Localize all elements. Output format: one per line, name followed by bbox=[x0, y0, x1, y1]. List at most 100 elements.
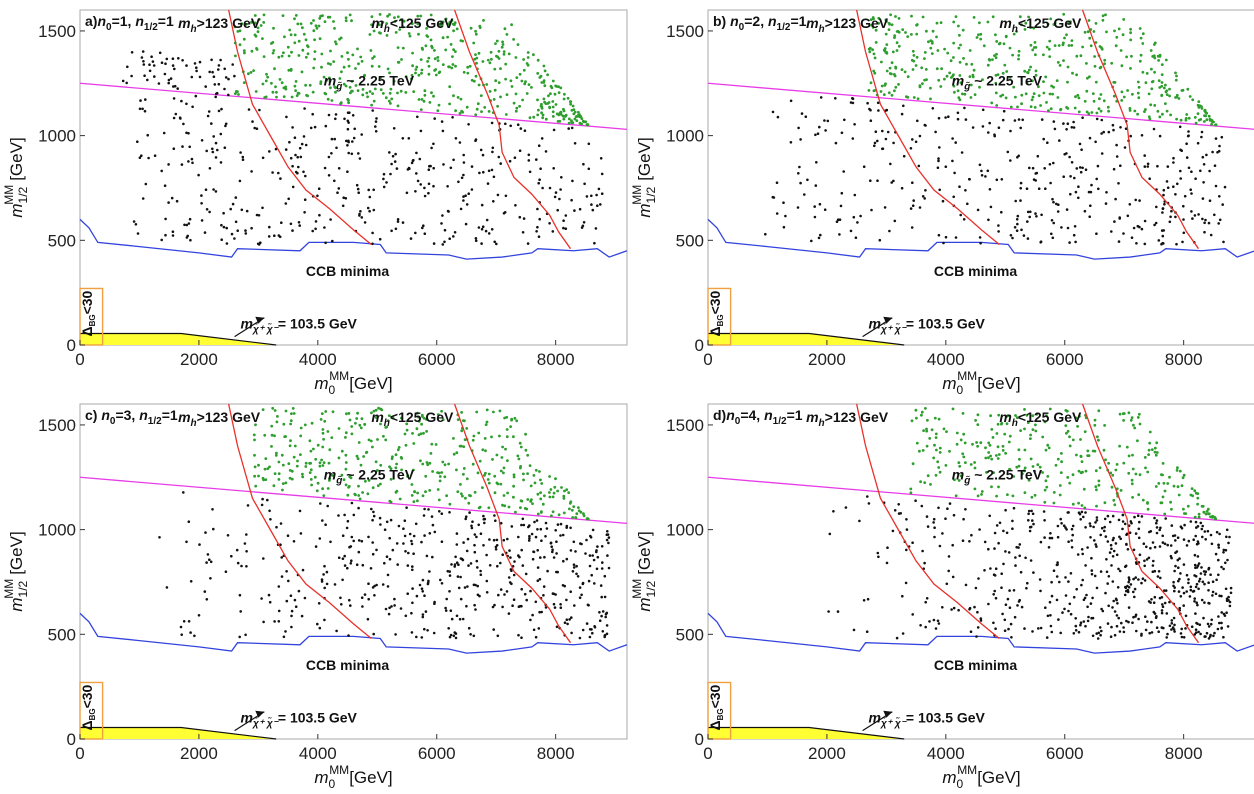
black-point bbox=[269, 518, 272, 521]
green-point bbox=[1001, 444, 1005, 448]
black-point bbox=[1155, 521, 1158, 525]
black-point bbox=[992, 593, 995, 596]
black-point bbox=[485, 218, 489, 222]
black-point bbox=[839, 204, 843, 208]
black-point bbox=[1075, 587, 1078, 591]
green-point bbox=[479, 94, 483, 97]
black-point bbox=[601, 561, 604, 564]
green-point bbox=[421, 462, 425, 466]
green-point bbox=[1034, 429, 1038, 433]
black-point bbox=[1102, 130, 1105, 134]
black-point bbox=[363, 221, 367, 224]
black-point bbox=[573, 209, 576, 212]
green-point bbox=[299, 453, 302, 456]
black-point bbox=[893, 509, 897, 512]
black-point bbox=[1072, 632, 1076, 635]
black-point bbox=[1103, 517, 1107, 521]
green-point bbox=[515, 419, 519, 423]
black-point bbox=[446, 185, 449, 188]
black-point bbox=[1078, 166, 1082, 169]
black-point bbox=[559, 606, 563, 609]
green-point bbox=[1009, 105, 1013, 109]
black-point bbox=[200, 139, 204, 142]
black-point bbox=[494, 545, 498, 549]
black-point bbox=[158, 51, 162, 55]
black-point bbox=[187, 520, 191, 523]
green-point bbox=[1025, 81, 1029, 85]
black-point bbox=[293, 598, 297, 602]
black-point bbox=[1166, 632, 1169, 636]
black-point bbox=[226, 534, 230, 537]
black-point bbox=[1121, 513, 1125, 517]
black-point bbox=[1150, 598, 1153, 601]
black-point bbox=[928, 620, 931, 623]
black-point bbox=[1115, 598, 1118, 602]
green-point bbox=[943, 77, 946, 81]
green-point bbox=[262, 478, 265, 482]
green-point bbox=[404, 443, 408, 447]
black-point bbox=[604, 612, 608, 616]
green-point bbox=[484, 423, 488, 426]
green-point bbox=[1079, 438, 1082, 441]
black-point bbox=[593, 582, 596, 585]
black-point bbox=[1066, 226, 1070, 230]
green-point bbox=[938, 446, 942, 450]
black-point bbox=[1061, 611, 1064, 614]
black-point bbox=[1163, 542, 1167, 546]
black-point bbox=[1046, 141, 1049, 144]
green-point bbox=[461, 39, 464, 43]
black-point bbox=[936, 166, 940, 169]
green-point bbox=[277, 472, 281, 475]
black-point bbox=[1119, 537, 1122, 541]
black-point bbox=[1068, 602, 1072, 606]
green-point bbox=[493, 491, 497, 495]
green-point bbox=[1191, 494, 1194, 498]
green-point bbox=[1030, 495, 1034, 499]
green-point bbox=[1125, 445, 1129, 449]
black-point bbox=[1023, 627, 1026, 630]
green-point bbox=[961, 452, 965, 456]
black-point bbox=[322, 573, 325, 576]
black-point bbox=[1128, 578, 1131, 581]
black-point bbox=[814, 133, 817, 137]
green-point bbox=[1155, 451, 1159, 454]
green-point bbox=[471, 462, 475, 466]
green-point bbox=[1097, 438, 1100, 442]
green-point bbox=[443, 463, 447, 467]
green-point bbox=[1057, 44, 1061, 47]
black-point bbox=[1220, 565, 1223, 569]
black-point bbox=[257, 243, 261, 246]
black-point bbox=[893, 219, 897, 223]
green-point bbox=[440, 409, 443, 413]
green-point bbox=[478, 459, 482, 463]
green-point bbox=[363, 423, 367, 426]
black-point bbox=[180, 163, 184, 166]
green-point bbox=[1197, 512, 1201, 516]
black-point bbox=[1018, 598, 1021, 602]
black-point bbox=[1125, 543, 1128, 546]
green-point bbox=[522, 68, 526, 72]
green-point bbox=[506, 459, 509, 462]
black-point bbox=[600, 192, 604, 195]
black-point bbox=[210, 58, 213, 62]
black-point bbox=[1100, 132, 1103, 135]
green-point bbox=[988, 443, 992, 447]
green-point bbox=[366, 95, 369, 99]
black-point bbox=[311, 112, 315, 116]
black-point bbox=[1172, 580, 1175, 584]
green-point bbox=[1089, 44, 1093, 48]
black-point bbox=[205, 149, 208, 153]
green-point bbox=[312, 66, 316, 70]
green-point bbox=[301, 472, 304, 476]
black-point bbox=[590, 573, 593, 577]
black-point bbox=[1200, 566, 1203, 569]
green-point bbox=[333, 27, 336, 30]
black-point bbox=[208, 167, 212, 170]
green-point bbox=[1047, 47, 1051, 51]
green-point bbox=[382, 434, 385, 438]
black-point bbox=[1016, 214, 1020, 218]
green-point bbox=[484, 449, 487, 453]
black-point bbox=[862, 599, 866, 602]
black-point bbox=[350, 559, 353, 562]
green-point bbox=[286, 45, 290, 49]
